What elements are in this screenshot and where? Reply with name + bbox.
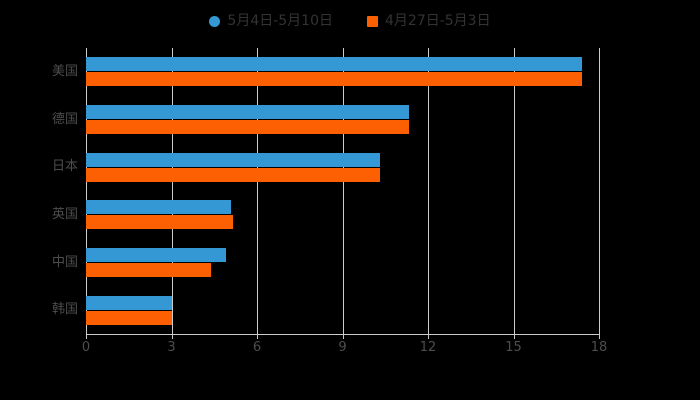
- legend-item-series-0[interactable]: 5月4日-5月10日: [209, 11, 333, 31]
- bar-1-1[interactable]: [86, 120, 410, 134]
- y-axis-category-label: 英国: [51, 206, 78, 222]
- gridline: [257, 48, 258, 334]
- bar-0-2[interactable]: [86, 152, 380, 167]
- x-axis-tick: [257, 334, 258, 339]
- x-axis-tick-label: 9: [338, 340, 347, 355]
- gridline: [428, 48, 429, 334]
- legend-item-label: 5月4日-5月10日: [227, 13, 333, 29]
- chart-legend: 5月4日-5月10日 4月27日-5月3日: [0, 8, 700, 34]
- x-axis-tick-label: 18: [590, 340, 608, 355]
- gridline: [599, 48, 600, 334]
- bar-0-4[interactable]: [86, 248, 226, 262]
- x-axis-tick: [513, 334, 515, 339]
- x-axis-tick-label: 12: [419, 340, 437, 355]
- y-axis-category-label: 美国: [51, 63, 78, 79]
- bar-1-3[interactable]: [86, 215, 233, 230]
- x-axis-tick: [86, 334, 87, 339]
- legend-item-label: 4月27日-5月3日: [385, 13, 491, 29]
- bar-0-1[interactable]: [86, 105, 410, 119]
- x-axis-tick-label: 6: [252, 340, 262, 355]
- gridline: [171, 48, 173, 334]
- x-axis-tick-label: 15: [505, 340, 522, 355]
- legend-square-marker-icon: [367, 15, 378, 27]
- x-axis-tick: [342, 334, 344, 339]
- bar-1-4[interactable]: [86, 263, 212, 277]
- bar-1-2[interactable]: [86, 167, 380, 182]
- x-axis-tick: [428, 334, 429, 339]
- gridline: [513, 48, 515, 334]
- bar-1-0[interactable]: [86, 72, 582, 87]
- y-axis-category-label: 韩国: [51, 302, 78, 318]
- y-axis-category-label: 德国: [51, 111, 78, 127]
- gridline: [86, 48, 87, 334]
- bar-0-3[interactable]: [86, 200, 232, 215]
- x-axis-tick-label: 3: [167, 340, 176, 355]
- legend-circle-marker-icon: [209, 15, 221, 27]
- bar-0-5[interactable]: [86, 295, 172, 310]
- x-axis-tick: [599, 334, 600, 339]
- legend-item-series-1[interactable]: 4月27日-5月3日: [367, 11, 491, 31]
- gridline: [342, 48, 344, 334]
- bar-0-0[interactable]: [86, 57, 582, 72]
- plot-area: [86, 48, 600, 334]
- x-axis-tick: [171, 334, 173, 339]
- x-axis-tick-label: 0: [81, 340, 91, 355]
- y-axis-category-label: 中国: [51, 254, 78, 270]
- bar-1-5[interactable]: [86, 310, 172, 325]
- y-axis-category-label: 日本: [51, 159, 78, 175]
